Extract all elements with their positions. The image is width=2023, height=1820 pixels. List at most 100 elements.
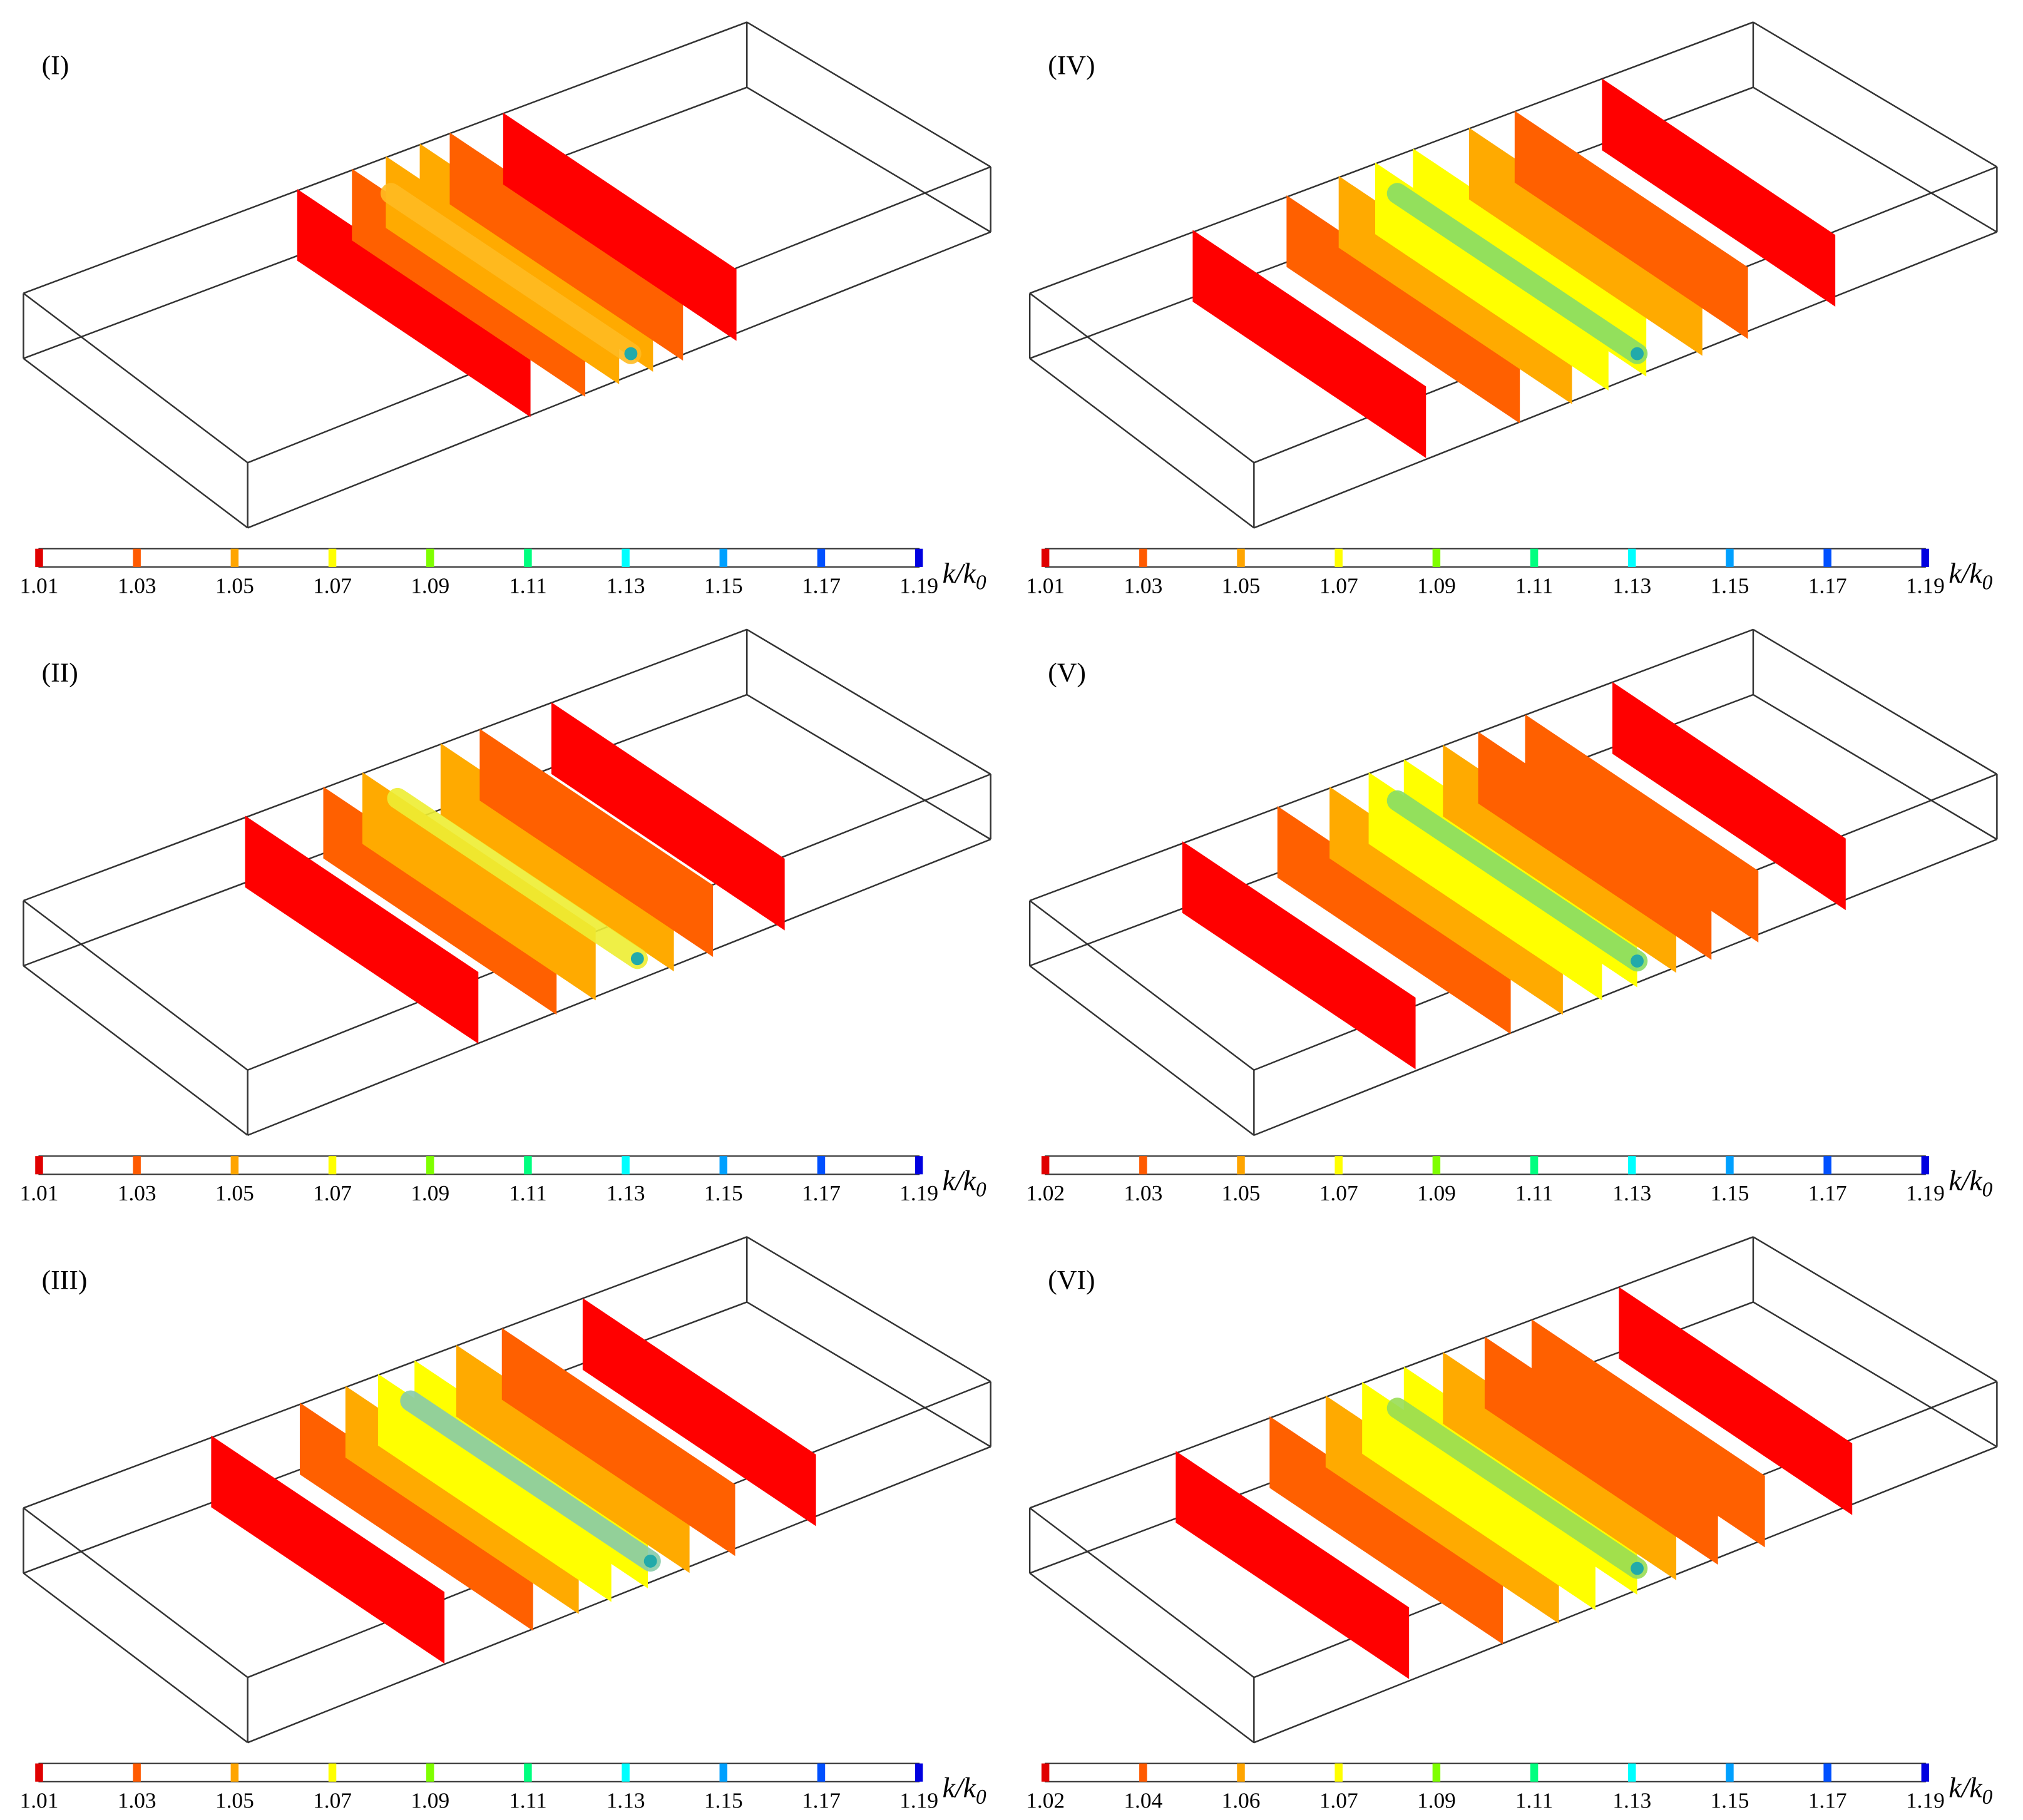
colorbar-tick-label: 1.13 (607, 1180, 645, 1205)
cylinder (381, 183, 642, 364)
box-edge (1253, 1446, 1997, 1744)
colorbar-tick-label: 1.17 (1808, 1180, 1847, 1205)
colorbar-label-sub: 0 (976, 1178, 986, 1202)
iso-sheet (1182, 841, 1416, 1070)
colorbar-swatch (1726, 548, 1734, 567)
colorbar-label-main: k/k (1949, 1772, 1982, 1804)
colorbar-tick-label: 1.13 (607, 1787, 645, 1812)
colorbar-swatch (719, 1763, 728, 1782)
colorbar-tick-label: 1.03 (118, 1180, 156, 1205)
colorbar-tick-label: 1.09 (411, 573, 449, 598)
box-edge (1753, 1301, 1997, 1448)
colorbar-tick-label: 1.05 (1222, 573, 1261, 598)
colorbar-swatch (1041, 548, 1050, 567)
colorbar-swatch (426, 1156, 434, 1175)
colorbar (38, 548, 920, 568)
colorbar-label: k/k0 (943, 1164, 986, 1201)
colorbar-label-sub: 0 (1982, 1178, 1993, 1202)
colorbar-swatch (35, 1763, 43, 1782)
box-edge (1029, 21, 1754, 294)
colorbar-swatch (328, 1156, 337, 1175)
colorbar-tick-label: 1.19 (899, 1180, 938, 1205)
box-edge (1029, 357, 1255, 529)
colorbar-label-sub: 0 (1982, 1786, 1993, 1809)
iso-sheet (551, 702, 785, 931)
colorbar-swatch (719, 548, 728, 567)
box-edge (1029, 965, 1255, 1136)
iso-sheet (501, 1327, 735, 1557)
colorbar-label-main: k/k (943, 1164, 976, 1196)
colorbar-label-main: k/k (943, 557, 976, 589)
iso-sheet (1525, 714, 1759, 943)
colorbar-swatch (1334, 1156, 1343, 1175)
panel: (III) 1.01 1.03 1.05 1.07 1.09 1.11 1.13 1.15 1.1… (20, 1236, 991, 1812)
colorbar-swatch (1432, 1156, 1441, 1175)
colorbar-tick-label: 1.19 (1906, 573, 1945, 598)
box-edge (1029, 1236, 1754, 1509)
colorbar-swatch (1139, 1763, 1147, 1782)
iso-sheet (297, 188, 531, 417)
box-edge (23, 628, 747, 902)
colorbar-swatch (1628, 1763, 1636, 1782)
iso-sheet (449, 132, 684, 361)
colorbar-swatch (524, 1763, 532, 1782)
colorbar (38, 1762, 920, 1782)
box-edge (1253, 231, 1997, 529)
colorbar-swatch (1041, 1763, 1050, 1782)
colorbar-swatch (1823, 1156, 1831, 1175)
box-edge (23, 357, 248, 529)
iso-sheet (1619, 1287, 1853, 1515)
panel: (VI) 1.02 1.04 1.06 1.07 1.09 1.11 1.13 1.15 1.17… (1026, 1236, 1998, 1812)
colorbar-swatch (622, 1156, 630, 1175)
colorbar-swatch (1823, 1763, 1831, 1782)
colorbar-tick-label: 1.01 (20, 1180, 59, 1205)
iso-sheet (1612, 682, 1846, 911)
colorbar-swatch (914, 548, 923, 567)
panel-label: (VI) (1048, 1265, 1095, 1296)
colorbar-tick-label: 1.07 (1319, 1180, 1358, 1205)
box-edge (23, 965, 248, 1136)
colorbar-label: k/k0 (943, 1772, 986, 1809)
colorbar-tick-label: 1.02 (1026, 1787, 1065, 1812)
colorbar-tick-label: 1.07 (313, 1180, 352, 1205)
colorbar-tick-label: 1.19 (899, 573, 938, 598)
iso-sheet (362, 772, 596, 1001)
panel: (II) 1.01 1.03 1.05 1.07 1.09 1.11 1.13 1.15 1.17… (20, 628, 991, 1205)
cylinder-end (630, 952, 644, 966)
colorbar-label-sub: 0 (976, 1786, 986, 1809)
colorbar-tick-label: 1.01 (1026, 573, 1065, 598)
colorbar-label: k/k0 (1949, 1772, 1992, 1809)
colorbar-swatch (719, 1156, 728, 1175)
cylinder (1386, 1398, 1648, 1579)
colorbar-swatch (914, 1156, 923, 1175)
panel-label: (I) (42, 51, 69, 81)
colorbar-swatch (328, 548, 337, 567)
box-edge (746, 21, 991, 168)
colorbar-swatch (1237, 1763, 1245, 1782)
iso-sheet (211, 1435, 445, 1664)
colorbar-tick-label: 1.11 (1515, 1180, 1554, 1205)
panel-label: (III) (42, 1265, 88, 1296)
iso-sheet (582, 1298, 816, 1526)
cylinder-end (643, 1555, 657, 1568)
iso-sheet (1514, 111, 1748, 339)
colorbar-tick-label: 1.11 (509, 1787, 547, 1812)
colorbar-swatch (1237, 548, 1245, 567)
cylinder (387, 787, 648, 969)
box-edge (23, 292, 248, 464)
colorbar-tick-label: 1.02 (1026, 1180, 1065, 1205)
colorbar-swatch (328, 1763, 337, 1782)
iso-sheet (1286, 195, 1520, 424)
iso-sheet (245, 815, 479, 1044)
box-edge (1029, 1507, 1255, 1679)
box-edge (23, 900, 248, 1071)
colorbar-tick-label: 1.09 (411, 1180, 449, 1205)
iso-sheet (1277, 805, 1511, 1035)
colorbar-tick-label: 1.13 (1612, 573, 1651, 598)
colorbar-label: k/k0 (1949, 1164, 1992, 1201)
colorbar-tick-label: 1.09 (1417, 1180, 1456, 1205)
iso-sheet (503, 113, 737, 341)
colorbar-tick-label: 1.17 (802, 1787, 841, 1812)
colorbar-swatch (35, 1156, 43, 1175)
panel-label: (II) (42, 658, 78, 688)
